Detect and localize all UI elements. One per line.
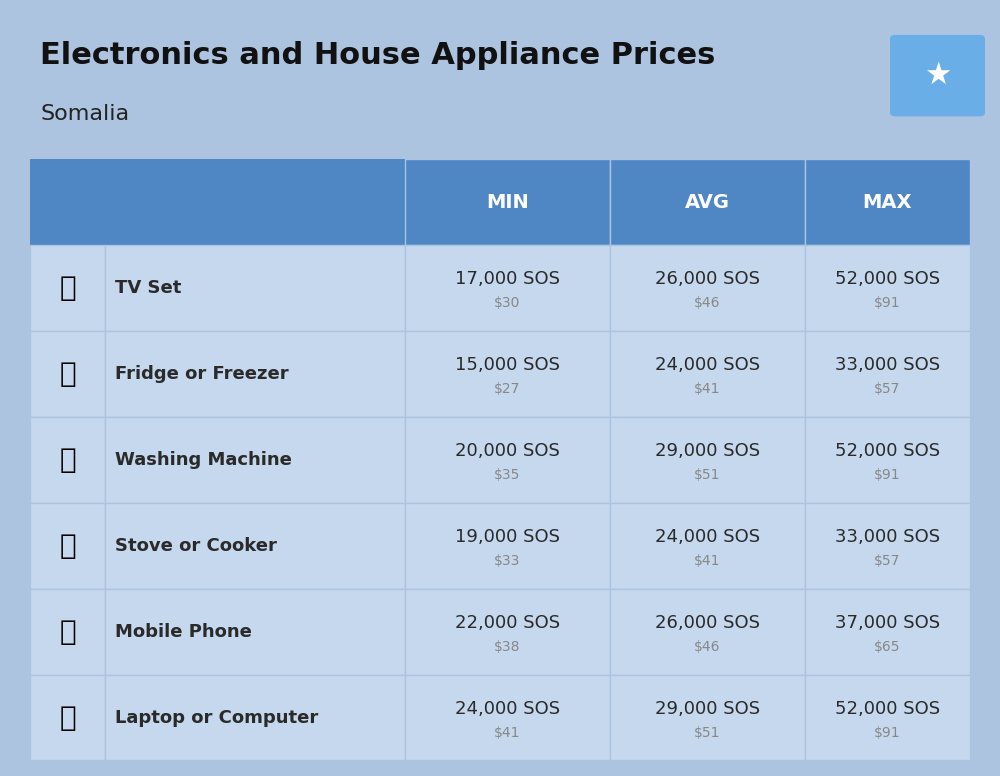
FancyBboxPatch shape xyxy=(30,245,105,331)
FancyBboxPatch shape xyxy=(405,331,610,417)
Text: 52,000 SOS: 52,000 SOS xyxy=(835,700,940,718)
Text: Washing Machine: Washing Machine xyxy=(115,451,292,469)
Text: 24,000 SOS: 24,000 SOS xyxy=(455,700,560,718)
Text: 33,000 SOS: 33,000 SOS xyxy=(835,528,940,546)
FancyBboxPatch shape xyxy=(30,503,105,589)
Text: TV Set: TV Set xyxy=(115,279,181,297)
Text: AVG: AVG xyxy=(685,192,730,212)
FancyBboxPatch shape xyxy=(105,331,405,417)
Text: $46: $46 xyxy=(694,640,721,654)
FancyBboxPatch shape xyxy=(610,159,805,245)
FancyBboxPatch shape xyxy=(610,245,805,331)
Text: Somalia: Somalia xyxy=(40,104,129,124)
Text: 52,000 SOS: 52,000 SOS xyxy=(835,270,940,289)
Text: $35: $35 xyxy=(494,468,521,482)
Text: Stove or Cooker: Stove or Cooker xyxy=(115,537,277,555)
Text: $41: $41 xyxy=(494,726,521,740)
Text: 26,000 SOS: 26,000 SOS xyxy=(655,270,760,289)
Text: Fridge or Freezer: Fridge or Freezer xyxy=(115,365,289,383)
Text: MIN: MIN xyxy=(486,192,529,212)
Text: $91: $91 xyxy=(874,726,901,740)
Text: 33,000 SOS: 33,000 SOS xyxy=(835,356,940,374)
Text: MAX: MAX xyxy=(863,192,912,212)
FancyBboxPatch shape xyxy=(105,589,405,674)
FancyBboxPatch shape xyxy=(105,159,405,245)
FancyBboxPatch shape xyxy=(30,589,105,674)
FancyBboxPatch shape xyxy=(405,245,610,331)
FancyBboxPatch shape xyxy=(610,417,805,503)
Text: $41: $41 xyxy=(694,383,721,397)
FancyBboxPatch shape xyxy=(805,331,970,417)
Text: 17,000 SOS: 17,000 SOS xyxy=(455,270,560,289)
Text: $91: $91 xyxy=(874,296,901,310)
Text: 🖥: 🖥 xyxy=(59,274,76,302)
Text: 22,000 SOS: 22,000 SOS xyxy=(455,614,560,632)
Text: 24,000 SOS: 24,000 SOS xyxy=(655,528,760,546)
Text: 29,000 SOS: 29,000 SOS xyxy=(655,442,760,460)
Text: 24,000 SOS: 24,000 SOS xyxy=(655,356,760,374)
FancyBboxPatch shape xyxy=(610,674,805,760)
Text: 💻: 💻 xyxy=(59,704,76,732)
FancyBboxPatch shape xyxy=(805,589,970,674)
Text: ★: ★ xyxy=(924,61,951,90)
FancyBboxPatch shape xyxy=(30,674,105,760)
FancyBboxPatch shape xyxy=(105,245,405,331)
FancyBboxPatch shape xyxy=(805,245,970,331)
Text: 19,000 SOS: 19,000 SOS xyxy=(455,528,560,546)
FancyBboxPatch shape xyxy=(805,674,970,760)
Text: 20,000 SOS: 20,000 SOS xyxy=(455,442,560,460)
FancyBboxPatch shape xyxy=(610,503,805,589)
FancyBboxPatch shape xyxy=(105,503,405,589)
Text: $41: $41 xyxy=(694,554,721,568)
Text: 🫧: 🫧 xyxy=(59,445,76,474)
FancyBboxPatch shape xyxy=(405,589,610,674)
FancyBboxPatch shape xyxy=(610,589,805,674)
Text: $65: $65 xyxy=(874,640,901,654)
Text: $57: $57 xyxy=(874,554,901,568)
Text: 🧊: 🧊 xyxy=(59,360,76,388)
FancyBboxPatch shape xyxy=(105,417,405,503)
Text: Electronics and House Appliance Prices: Electronics and House Appliance Prices xyxy=(40,41,715,70)
Text: 🔥: 🔥 xyxy=(59,532,76,559)
Text: $91: $91 xyxy=(874,468,901,482)
FancyBboxPatch shape xyxy=(30,331,105,417)
Text: $51: $51 xyxy=(694,468,721,482)
Text: $46: $46 xyxy=(694,296,721,310)
Text: $51: $51 xyxy=(694,726,721,740)
Text: 15,000 SOS: 15,000 SOS xyxy=(455,356,560,374)
FancyBboxPatch shape xyxy=(405,674,610,760)
Text: $27: $27 xyxy=(494,383,521,397)
Text: 37,000 SOS: 37,000 SOS xyxy=(835,614,940,632)
FancyBboxPatch shape xyxy=(405,503,610,589)
FancyBboxPatch shape xyxy=(105,674,405,760)
FancyBboxPatch shape xyxy=(30,159,105,245)
FancyBboxPatch shape xyxy=(610,331,805,417)
FancyBboxPatch shape xyxy=(805,159,970,245)
Text: $33: $33 xyxy=(494,554,521,568)
Text: Mobile Phone: Mobile Phone xyxy=(115,622,252,641)
FancyBboxPatch shape xyxy=(405,417,610,503)
Text: Laptop or Computer: Laptop or Computer xyxy=(115,708,318,726)
Text: $30: $30 xyxy=(494,296,521,310)
Text: 26,000 SOS: 26,000 SOS xyxy=(655,614,760,632)
Text: 📱: 📱 xyxy=(59,618,76,646)
Text: $38: $38 xyxy=(494,640,521,654)
FancyBboxPatch shape xyxy=(805,417,970,503)
Text: 52,000 SOS: 52,000 SOS xyxy=(835,442,940,460)
Text: $57: $57 xyxy=(874,383,901,397)
Text: 29,000 SOS: 29,000 SOS xyxy=(655,700,760,718)
FancyBboxPatch shape xyxy=(805,503,970,589)
FancyBboxPatch shape xyxy=(405,159,610,245)
FancyBboxPatch shape xyxy=(890,35,985,116)
FancyBboxPatch shape xyxy=(30,417,105,503)
